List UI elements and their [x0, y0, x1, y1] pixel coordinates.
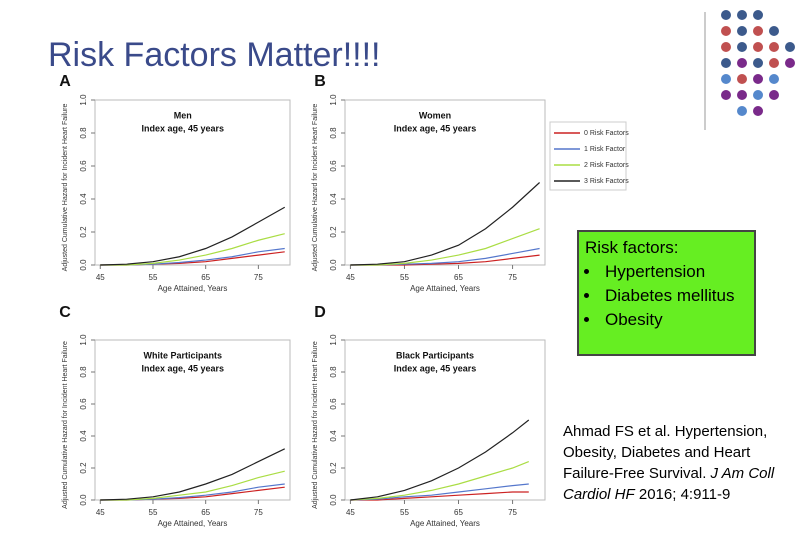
x-tick-label: 75	[508, 508, 517, 517]
legend-label: 3 Risk Factors	[584, 178, 629, 185]
x-tick-label: 75	[254, 508, 263, 517]
chart-title: White Participants	[143, 350, 222, 360]
x-tick-label: 45	[346, 508, 355, 517]
plot-frame	[344, 339, 546, 501]
y-tick-label: 0.6	[79, 160, 88, 172]
y-tick-label: 0.2	[329, 226, 338, 238]
y-tick-label: 0.8	[79, 366, 88, 378]
legend-label: 2 Risk Factors	[584, 162, 629, 169]
legend-label: 1 Risk Factor	[584, 146, 626, 153]
risk-heading: Risk factors:	[585, 238, 679, 257]
risk-item: Diabetes mellitus	[601, 284, 748, 308]
chart-subtitle: Index age, 45 years	[394, 363, 477, 373]
y-axis-label: Adjusted Cumulative Hazard for Incident …	[312, 104, 319, 272]
y-tick-label: 0.0	[329, 494, 338, 506]
series-line	[350, 419, 530, 501]
series-line	[100, 206, 286, 266]
x-tick-label: 65	[201, 508, 210, 517]
x-tick-label: 75	[508, 273, 517, 282]
citation-details: 2016; 4:911-9	[638, 486, 731, 503]
y-tick-label: 1.0	[79, 94, 88, 106]
decor-dots	[721, 10, 795, 116]
y-tick-label: 0.2	[329, 462, 338, 474]
citation-authors: Ahmad FS et al. Hypertension, Obesity, D…	[563, 423, 768, 482]
y-axis-label: Adjusted Cumulative Hazard for Incident …	[62, 341, 69, 509]
plot-frame	[344, 99, 546, 266]
y-tick-label: 0.4	[329, 193, 338, 205]
chart-title: Black Participants	[396, 350, 474, 360]
legend: 0 Risk Factors 1 Risk Factor 2 Risk Factor…	[549, 121, 629, 191]
series-line	[100, 233, 285, 266]
panel-letter: D	[314, 304, 326, 321]
plot-frame	[94, 99, 291, 266]
y-tick-label: 0.0	[79, 494, 88, 506]
citation-journal: J Am Coll Cardiol HF	[563, 465, 775, 503]
y-tick-label: 1.0	[79, 334, 88, 346]
y-tick-label: 0.4	[329, 430, 338, 442]
x-tick-label: 55	[149, 273, 158, 282]
x-axis-label: Age Attained, Years	[410, 519, 480, 528]
y-axis-label: Adjusted Cumulative Hazard for Incident …	[312, 341, 319, 509]
x-tick-label: 55	[400, 508, 409, 517]
x-tick-label: 45	[96, 508, 105, 517]
legend-label: 0 Risk Factors	[584, 130, 629, 137]
citation: Ahmad FS et al. Hypertension, Obesity, D…	[563, 421, 798, 505]
series-line	[100, 251, 285, 266]
y-tick-label: 0.8	[79, 127, 88, 139]
series-line	[100, 470, 285, 501]
series-line	[350, 182, 541, 266]
slide-title: Risk Factors Matter!!!!	[48, 36, 381, 74]
risk-item: Obesity	[601, 308, 748, 332]
plot-frame	[94, 339, 291, 501]
chart-title: Men	[174, 110, 192, 120]
risk-list: Hypertension Diabetes mellitus Obesity	[585, 260, 748, 332]
y-tick-label: 0.2	[79, 462, 88, 474]
x-tick-label: 65	[454, 273, 463, 282]
x-axis-label: Age Attained, Years	[158, 284, 228, 293]
y-tick-label: 0.0	[79, 259, 88, 271]
risk-box: Risk factors: Hypertension Diabetes mell…	[577, 230, 756, 356]
chart-title: Women	[419, 110, 451, 120]
x-tick-label: 55	[400, 273, 409, 282]
x-tick-label: 65	[454, 508, 463, 517]
chart-subtitle: Index age, 45 years	[141, 123, 224, 133]
y-tick-label: 0.8	[329, 127, 338, 139]
y-tick-label: 0.2	[79, 226, 88, 238]
x-tick-label: 45	[346, 273, 355, 282]
x-tick-label: 65	[201, 273, 210, 282]
panel-letter: C	[59, 304, 71, 321]
y-tick-label: 0.4	[79, 193, 88, 205]
y-tick-label: 0.0	[329, 259, 338, 271]
panel-letter: A	[59, 73, 71, 90]
risk-item: Hypertension	[601, 260, 748, 284]
x-axis-label: Age Attained, Years	[410, 284, 480, 293]
y-tick-label: 0.8	[329, 366, 338, 378]
series-line	[350, 483, 529, 501]
chart-subtitle: Index age, 45 years	[141, 363, 224, 373]
y-tick-label: 0.6	[329, 398, 338, 410]
x-tick-label: 75	[254, 273, 263, 282]
y-axis-label: Adjusted Cumulative Hazard for Incident …	[62, 104, 69, 272]
series-line	[350, 228, 540, 266]
series-line	[350, 247, 540, 266]
y-tick-label: 0.6	[329, 160, 338, 172]
x-tick-label: 55	[149, 508, 158, 517]
x-axis-label: Age Attained, Years	[158, 519, 228, 528]
y-tick-label: 1.0	[329, 94, 338, 106]
y-tick-label: 0.6	[79, 398, 88, 410]
chart-subtitle: Index age, 45 years	[394, 123, 477, 133]
series-line	[350, 461, 530, 501]
x-tick-label: 45	[96, 273, 105, 282]
series-line	[100, 448, 285, 501]
panel-letter: B	[314, 73, 326, 90]
y-tick-label: 0.4	[79, 430, 88, 442]
y-tick-label: 1.0	[329, 334, 338, 346]
series-line	[350, 491, 529, 501]
